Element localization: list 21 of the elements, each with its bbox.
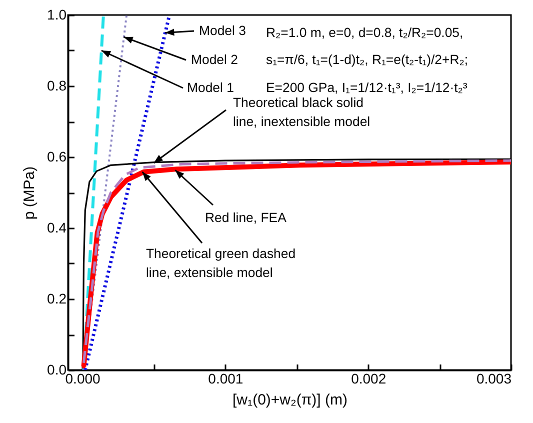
annotation: E=200 GPa, I₁=1/12·t₁³, I₂=1/12·t₂³ [266,80,468,95]
x-tick-label: 0.000 [65,370,101,386]
y-tick-label: 0.8 [47,78,67,94]
y-tick-label: 0.6 [47,148,67,164]
y-tick-label: 1.0 [47,6,67,22]
y-tick-label: 0.4 [47,220,67,236]
annotation: s₁=π/6, t₁=(1-d)t₂, R₁=e(t₂-t₁)/2+R₂; [266,52,468,67]
y-tick-label: 0.2 [47,290,67,306]
annotation: Theoretical black solid line, inextensible model [233,95,370,129]
annotation: Model 1 [187,80,234,95]
x-tick-label: 0.002 [351,370,386,386]
annotation: Model 3 [199,23,246,38]
annotation: Model 2 [191,52,238,67]
y-axis-title: p (MPa) [21,166,38,220]
x-tick-label: 0.003 [476,370,512,386]
y-tick-label: 0.0 [47,362,67,378]
annotation: Red line, FEA [205,210,287,225]
annotation: R₂=1.0 m, e=0, d=0.8, t₂/R₂=0.05, [266,25,464,40]
x-axis-title: [w₁(0)+w₂(π)] (m) [232,392,348,408]
x-tick-label: 0.001 [208,370,244,386]
annotation: Theoretical green dashed line, extensible model [146,246,296,280]
